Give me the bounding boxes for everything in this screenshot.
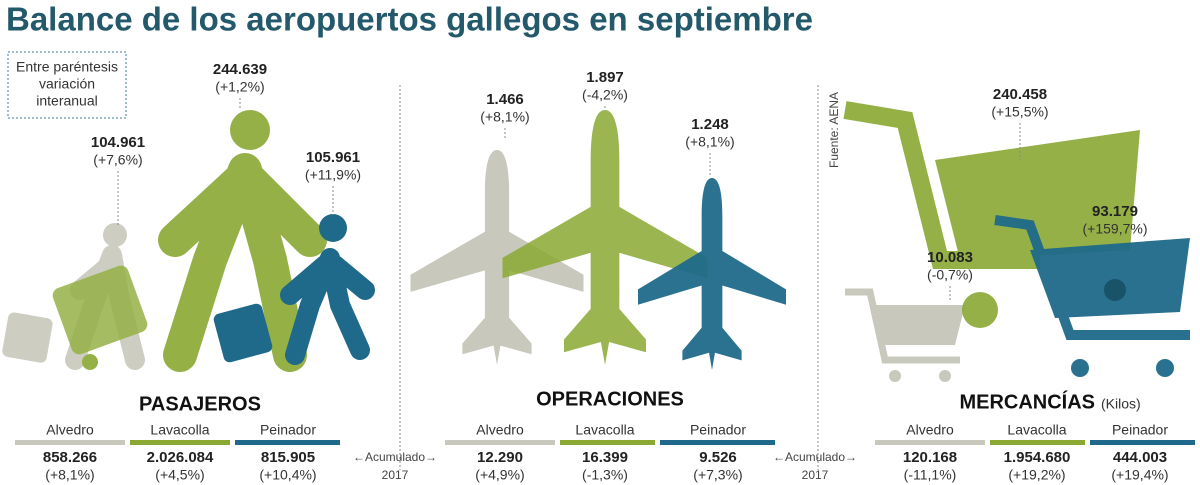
section-title: MERCANCÍAS (959, 390, 1095, 413)
month-variation: (+11,9%) (305, 167, 361, 183)
month-variation: (+8,1%) (480, 109, 529, 125)
section-title: OPERACIONES (536, 388, 684, 410)
total-variation: (+7,3%) (693, 467, 742, 483)
total-variation: (+19,2%) (1008, 467, 1065, 483)
total-value: 2.026.084 (147, 449, 214, 466)
accumulated-year: 2017 (802, 468, 829, 482)
month-value: 240.458 (993, 86, 1047, 103)
total-value: 858.266 (43, 449, 97, 466)
person-icon (158, 110, 327, 372)
total-value: 815.905 (261, 449, 315, 466)
airport-name: Lavacolla (150, 422, 209, 438)
cart-icon (843, 101, 1140, 328)
airport-bar (445, 440, 555, 445)
airport-bar (990, 440, 1085, 445)
cart-icon (994, 215, 1190, 377)
accumulated-label: ←Acumulado→ (773, 450, 857, 464)
section-title: PASAJEROS (139, 393, 261, 415)
month-variation: (+159,7%) (1083, 221, 1148, 237)
person-icon (2, 223, 148, 370)
month-value: 104.961 (91, 134, 145, 151)
airport-bar (15, 440, 125, 445)
month-variation: (+7,6%) (93, 152, 142, 168)
airport-name: Peinador (690, 422, 746, 438)
total-variation: (-1,3%) (582, 467, 628, 483)
note: interanual (36, 93, 98, 109)
total-variation: (+4,5%) (155, 467, 204, 483)
total-value: 16.399 (582, 449, 628, 466)
total-value: 120.168 (903, 449, 957, 466)
plane-icon (502, 110, 708, 365)
month-variation: (+15,5%) (991, 104, 1048, 120)
airport-name: Peinador (260, 422, 316, 438)
month-variation: (+8,1%) (685, 134, 734, 150)
month-value: 244.639 (213, 61, 267, 78)
month-variation: (+1,2%) (215, 79, 264, 95)
accumulated-year: 2017 (382, 468, 409, 482)
total-variation: (+19,4%) (1111, 467, 1168, 483)
airport-name: Alvedro (906, 422, 954, 438)
airport-bar (130, 440, 230, 445)
total-value: 9.526 (699, 449, 737, 466)
airport-name: Lavacolla (1007, 422, 1066, 438)
month-value: 1.248 (691, 116, 729, 133)
airport-name: Alvedro (476, 422, 524, 438)
month-value: 105.961 (306, 149, 360, 166)
month-value: 93.179 (1092, 203, 1138, 220)
airport-name: Lavacolla (575, 422, 634, 438)
unit: (Kilos) (1101, 396, 1141, 412)
source: Fuente: AENA (827, 92, 841, 168)
total-value: 12.290 (477, 449, 523, 466)
airport-bar (1090, 440, 1195, 445)
airport-name: Peinador (1112, 422, 1168, 438)
month-value: 10.083 (927, 249, 973, 266)
airport-name: Alvedro (46, 422, 94, 438)
labels: PASAJEROSAlvedro858.266(+8,1%)104.961(+7… (15, 61, 1195, 483)
airport-bar (875, 440, 985, 445)
plane-icon (638, 178, 786, 370)
note: Entre paréntesis (16, 59, 118, 75)
total-variation: (+8,1%) (45, 467, 94, 483)
accumulated-label: ←Acumulado→ (353, 450, 437, 464)
airport-bar (235, 440, 340, 445)
month-variation: (-4,2%) (582, 87, 628, 103)
cart-icon (845, 288, 965, 382)
title: Balance de los aeropuertos gallegos en s… (6, 1, 813, 38)
airport-bar (560, 440, 655, 445)
note: variación (39, 76, 95, 92)
total-value: 444.003 (1113, 449, 1167, 466)
total-value: 1.954.680 (1004, 449, 1071, 466)
airport-bar (660, 440, 775, 445)
month-value: 1.897 (586, 69, 624, 86)
month-value: 1.466 (486, 91, 524, 108)
total-variation: (+4,9%) (475, 467, 524, 483)
total-variation: (-11,1%) (904, 467, 957, 483)
month-variation: (-0,7%) (927, 267, 973, 283)
person-icon (213, 214, 375, 365)
total-variation: (+10,4%) (259, 467, 316, 483)
